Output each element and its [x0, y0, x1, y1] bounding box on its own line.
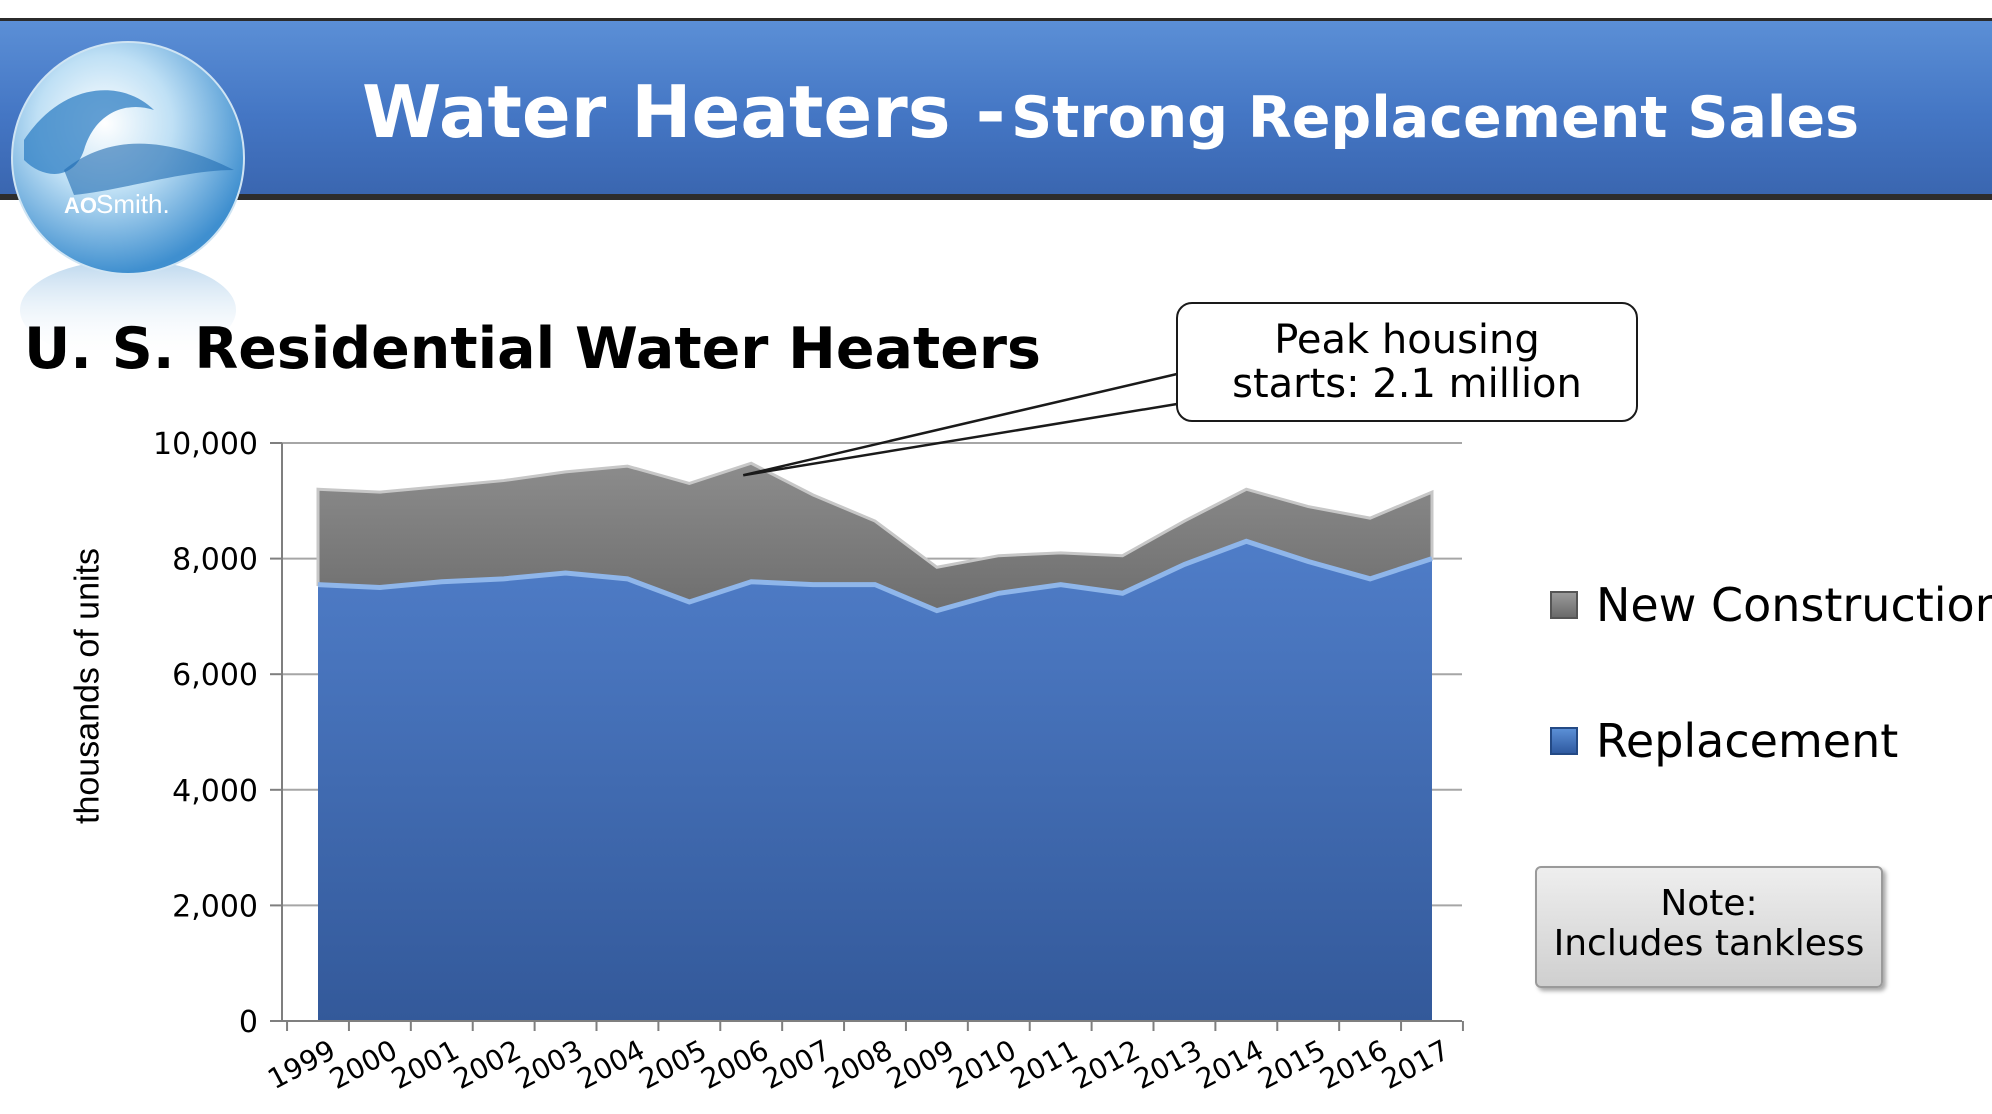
note-line-1: Note:: [1660, 883, 1758, 924]
logo-text: Smith.: [96, 189, 170, 219]
title-banner: [0, 18, 1992, 200]
y-tick-label: 10,000: [153, 427, 258, 462]
callout-pointer: [742, 372, 1178, 477]
x-tick-label-2017: 2017: [1376, 1033, 1454, 1096]
page-title: Water Heaters - Strong Replacement Sales: [362, 76, 1859, 148]
chart-title: U. S. Residential Water Heaters: [24, 316, 1041, 382]
legend-label-replacement: Replacement: [1596, 714, 1899, 768]
y-tick-label: 2,000: [172, 889, 258, 924]
legend-item-replacement: Replacement: [1550, 714, 1898, 768]
y-tick-label: 8,000: [172, 543, 258, 578]
y-tick-label: 0: [239, 1005, 258, 1040]
area-replacement: [318, 541, 1432, 1021]
legend-swatch-new-construction: [1550, 591, 1578, 619]
y-tick-label: 4,000: [172, 774, 258, 809]
ao-smith-logo: AO Smith.: [11, 41, 245, 350]
y-tick-label: 6,000: [172, 658, 258, 693]
note-line-2: Includes tankless: [1553, 923, 1865, 964]
note-box: Note: Includes tankless: [1535, 866, 1883, 988]
callout-line-2: starts: 2.1 million: [1232, 361, 1582, 407]
logo-mark: AO: [64, 193, 97, 218]
legend-swatch-replacement: [1550, 727, 1578, 755]
peak-housing-callout: Peak housing starts: 2.1 million: [1176, 302, 1638, 422]
page-title-main: Water Heaters -: [362, 70, 1006, 154]
replacement-top-edge: [317, 538, 1433, 614]
page-title-sub: Strong Replacement Sales: [1011, 85, 1860, 151]
callout-line-1: Peak housing: [1274, 317, 1540, 363]
legend-label-new-construction: New Construction: [1596, 578, 1992, 632]
legend-item-new-construction: New Construction: [1550, 578, 1992, 632]
